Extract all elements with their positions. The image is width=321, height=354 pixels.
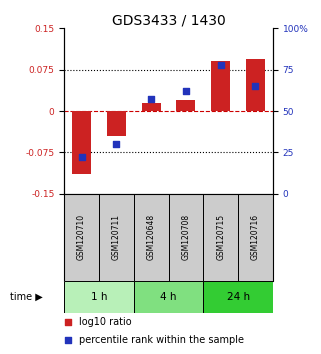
Bar — [64, 194, 99, 281]
Text: 24 h: 24 h — [227, 292, 250, 302]
Text: time ▶: time ▶ — [10, 292, 42, 302]
Bar — [64, 281, 134, 313]
Text: GSM120708: GSM120708 — [181, 214, 190, 260]
Text: GSM120716: GSM120716 — [251, 214, 260, 260]
Bar — [99, 194, 134, 281]
Bar — [134, 194, 169, 281]
Bar — [246, 59, 265, 111]
Text: percentile rank within the sample: percentile rank within the sample — [79, 335, 244, 345]
Bar — [203, 194, 238, 281]
Bar — [142, 103, 161, 111]
Bar — [72, 111, 91, 175]
Point — [183, 88, 188, 94]
Point — [114, 141, 119, 147]
Bar — [107, 111, 126, 136]
Point — [218, 62, 223, 68]
Text: log10 ratio: log10 ratio — [79, 316, 131, 327]
Point — [79, 154, 84, 160]
Text: GSM120711: GSM120711 — [112, 214, 121, 260]
Text: GSM120715: GSM120715 — [216, 214, 225, 260]
Bar — [211, 61, 230, 111]
Bar — [169, 194, 203, 281]
Text: GSM120710: GSM120710 — [77, 214, 86, 260]
Point — [66, 319, 71, 324]
Text: GSM120648: GSM120648 — [147, 214, 156, 260]
Point — [66, 337, 71, 343]
Bar — [203, 281, 273, 313]
Point — [149, 97, 154, 102]
Text: 1 h: 1 h — [91, 292, 107, 302]
Bar — [134, 281, 203, 313]
Point — [253, 84, 258, 89]
Bar — [176, 100, 195, 111]
Text: 4 h: 4 h — [160, 292, 177, 302]
Bar — [238, 194, 273, 281]
Title: GDS3433 / 1430: GDS3433 / 1430 — [112, 13, 225, 27]
